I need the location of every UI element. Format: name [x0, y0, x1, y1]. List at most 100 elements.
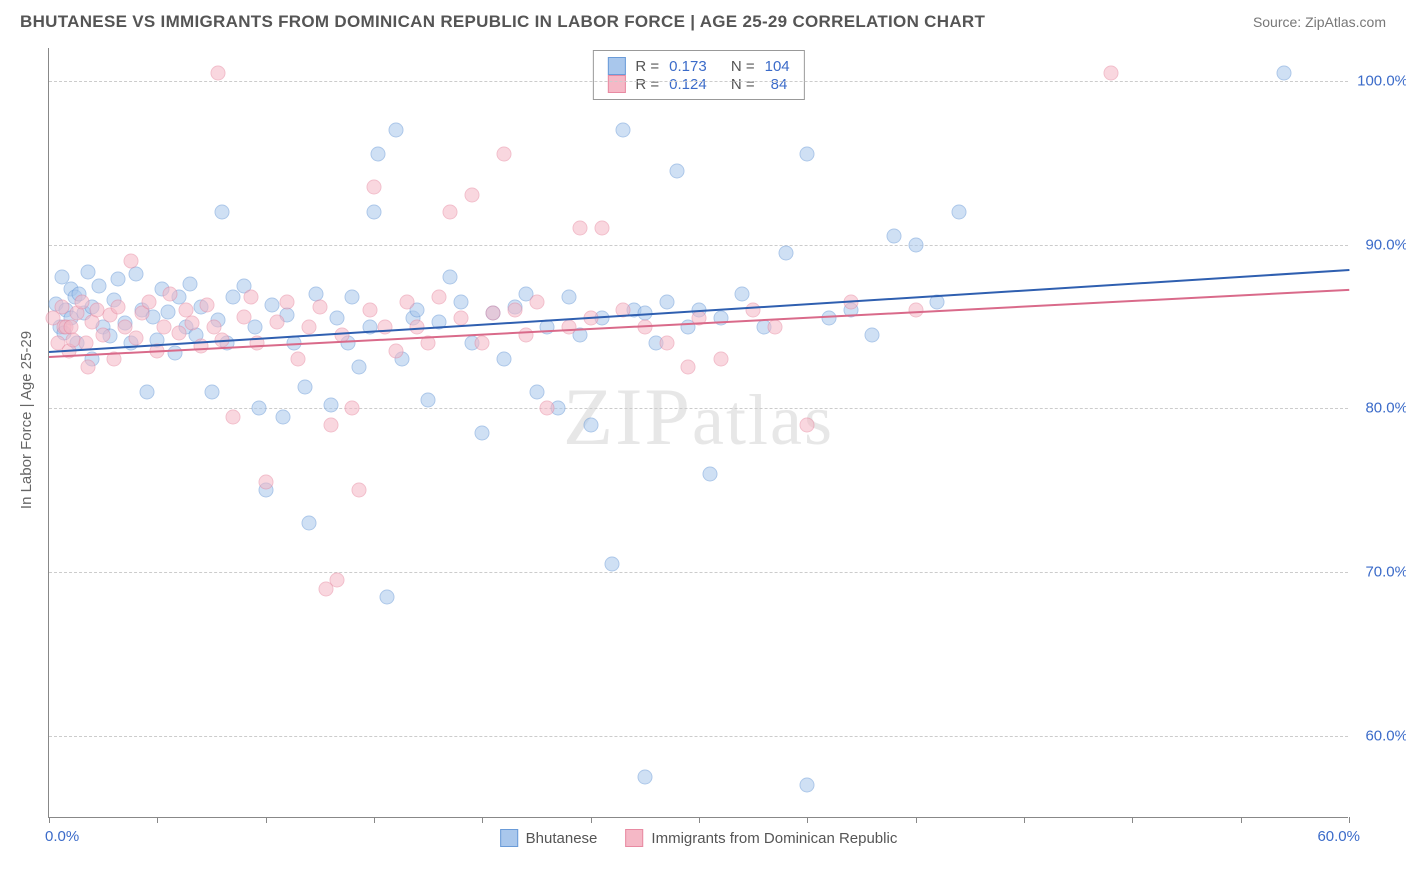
data-point: [380, 589, 395, 604]
x-tick: [807, 817, 808, 823]
data-point: [226, 409, 241, 424]
data-point: [453, 311, 468, 326]
data-point: [237, 309, 252, 324]
data-point: [486, 306, 501, 321]
x-tick: [1132, 817, 1133, 823]
data-point: [312, 299, 327, 314]
y-tick-label: 60.0%: [1365, 728, 1406, 745]
data-point: [529, 294, 544, 309]
data-point: [226, 290, 241, 305]
data-point: [497, 352, 512, 367]
data-point: [464, 188, 479, 203]
data-point: [659, 335, 674, 350]
data-point: [583, 417, 598, 432]
data-point: [200, 298, 215, 313]
data-point: [81, 360, 96, 375]
data-point: [345, 290, 360, 305]
data-point: [800, 147, 815, 162]
x-tick: [699, 817, 700, 823]
data-point: [421, 393, 436, 408]
data-point: [161, 304, 176, 319]
data-point: [388, 344, 403, 359]
x-tick: [266, 817, 267, 823]
x-tick: [1349, 817, 1350, 823]
data-point: [276, 409, 291, 424]
y-tick-label: 100.0%: [1357, 72, 1406, 89]
data-point: [258, 475, 273, 490]
data-point: [185, 316, 200, 331]
gridline-horizontal: [49, 245, 1348, 246]
data-point: [367, 180, 382, 195]
data-point: [252, 401, 267, 416]
data-point: [540, 401, 555, 416]
data-point: [887, 229, 902, 244]
gridline-horizontal: [49, 408, 1348, 409]
data-point: [659, 294, 674, 309]
data-point: [399, 294, 414, 309]
data-point: [713, 352, 728, 367]
data-point: [128, 267, 143, 282]
y-axis-title: In Labor Force | Age 25-29: [18, 331, 35, 509]
data-point: [182, 276, 197, 291]
legend-n-value-2: 84: [765, 76, 788, 93]
data-point: [167, 345, 182, 360]
data-point: [91, 278, 106, 293]
swatch-series-1: [607, 57, 625, 75]
x-tick: [374, 817, 375, 823]
data-point: [952, 204, 967, 219]
data-point: [243, 290, 258, 305]
chart-plot-area: ZIPatlas R = 0.173 N = 104 R = 0.124 N =…: [48, 48, 1348, 818]
x-tick: [916, 817, 917, 823]
x-tick: [1024, 817, 1025, 823]
data-point: [908, 237, 923, 252]
data-point: [172, 326, 187, 341]
data-point: [475, 335, 490, 350]
legend-r-label: R =: [635, 58, 659, 75]
data-point: [96, 327, 111, 342]
data-point: [388, 122, 403, 137]
swatch-series-2: [625, 829, 643, 847]
data-point: [156, 319, 171, 334]
data-point: [800, 417, 815, 432]
data-point: [163, 286, 178, 301]
swatch-series-1: [500, 829, 518, 847]
legend-n-value-1: 104: [765, 58, 790, 75]
data-point: [139, 385, 154, 400]
data-point: [442, 270, 457, 285]
x-axis-label-start: 0.0%: [45, 828, 79, 845]
data-point: [362, 303, 377, 318]
gridline-horizontal: [49, 81, 1348, 82]
data-point: [323, 417, 338, 432]
gridline-horizontal: [49, 572, 1348, 573]
legend-label-2: Immigrants from Dominican Republic: [651, 830, 897, 847]
legend-label-1: Bhutanese: [526, 830, 598, 847]
x-axis-label-end: 60.0%: [1317, 828, 1360, 845]
data-point: [55, 299, 70, 314]
data-point: [594, 221, 609, 236]
legend-n-label: N =: [731, 76, 755, 93]
data-point: [323, 398, 338, 413]
source-attribution: Source: ZipAtlas.com: [1253, 14, 1386, 30]
data-point: [351, 360, 366, 375]
x-tick: [1241, 817, 1242, 823]
data-point: [291, 352, 306, 367]
data-point: [670, 163, 685, 178]
data-point: [767, 319, 782, 334]
data-point: [1103, 65, 1118, 80]
data-point: [215, 204, 230, 219]
data-point: [746, 303, 761, 318]
legend-series: Bhutanese Immigrants from Dominican Repu…: [500, 829, 898, 847]
data-point: [605, 557, 620, 572]
legend-stats: R = 0.173 N = 104 R = 0.124 N = 84: [592, 50, 804, 100]
data-point: [111, 272, 126, 287]
data-point: [475, 426, 490, 441]
data-point: [681, 360, 696, 375]
data-point: [297, 380, 312, 395]
data-point: [865, 327, 880, 342]
data-point: [302, 516, 317, 531]
data-point: [529, 385, 544, 400]
data-point: [735, 286, 750, 301]
data-point: [702, 466, 717, 481]
legend-r-value-1: 0.173: [669, 58, 707, 75]
data-point: [345, 401, 360, 416]
